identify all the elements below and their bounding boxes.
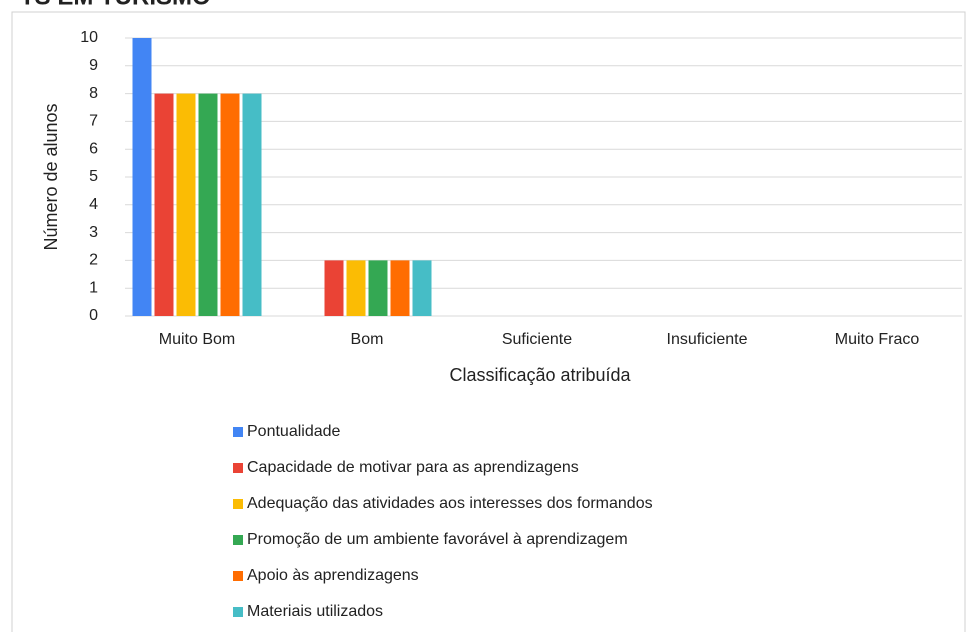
legend-swatch xyxy=(233,535,243,545)
y-tick-label: 8 xyxy=(89,85,98,102)
x-tick-label: Suficiente xyxy=(502,331,572,348)
bar xyxy=(324,260,344,316)
bar xyxy=(346,260,366,316)
y-tick-label: 1 xyxy=(89,279,98,296)
legend-swatch xyxy=(233,571,243,581)
legend-label: Adequação das atividades aos interesses … xyxy=(247,495,653,512)
x-tick-label: Bom xyxy=(351,331,384,348)
bar xyxy=(154,93,174,316)
legend-label: Promoção de um ambiente favorável à apre… xyxy=(247,531,628,548)
bar xyxy=(390,260,410,316)
y-tick-label: 0 xyxy=(89,307,98,324)
y-tick-label: 7 xyxy=(89,113,98,130)
y-tick-label: 6 xyxy=(89,140,98,157)
y-tick-label: 3 xyxy=(89,224,98,241)
legend-label: Materiais utilizados xyxy=(247,603,383,620)
y-axis-title: Número de alunos xyxy=(41,103,61,250)
legend-label: Apoio às aprendizagens xyxy=(247,567,419,584)
x-tick-label: Muito Fraco xyxy=(835,331,920,348)
y-tick-label: 10 xyxy=(80,29,98,46)
bar xyxy=(368,260,388,316)
chart-title: TS EM TURISMO xyxy=(20,0,211,10)
legend-swatch xyxy=(233,427,243,437)
x-tick-label: Insuficiente xyxy=(667,331,748,348)
bar xyxy=(412,260,432,316)
y-tick-label: 9 xyxy=(89,57,98,74)
legend-label: Pontualidade xyxy=(247,423,341,440)
bar xyxy=(198,93,218,316)
y-tick-label: 5 xyxy=(89,168,98,185)
legend-swatch xyxy=(233,499,243,509)
legend-label: Capacidade de motivar para as aprendizag… xyxy=(247,459,579,476)
y-tick-label: 4 xyxy=(89,196,98,213)
bar xyxy=(220,93,240,316)
x-tick-label: Muito Bom xyxy=(159,331,235,348)
x-axis-title: Classificação atribuída xyxy=(449,365,631,385)
bar xyxy=(176,93,196,316)
y-tick-label: 2 xyxy=(89,252,98,269)
legend-swatch xyxy=(233,607,243,617)
bar xyxy=(132,38,152,316)
bar xyxy=(242,93,262,316)
legend-swatch xyxy=(233,463,243,473)
